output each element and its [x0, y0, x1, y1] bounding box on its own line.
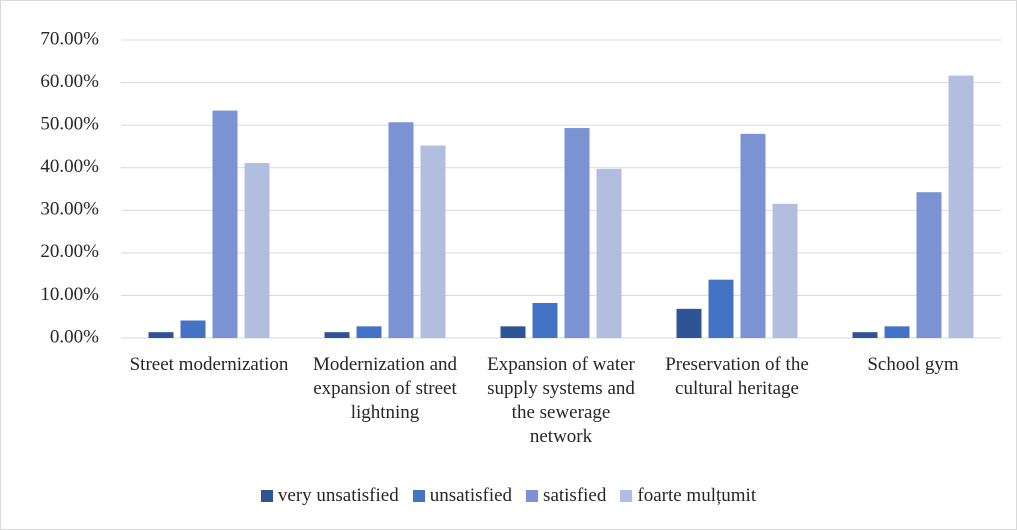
bar — [324, 332, 350, 338]
bar — [708, 279, 734, 338]
bar — [500, 326, 526, 338]
bar — [676, 308, 702, 338]
y-tick-label: 50.00% — [40, 114, 99, 135]
y-tick-label: 70.00% — [40, 28, 99, 49]
bar — [212, 110, 238, 338]
bar — [420, 145, 446, 338]
legend-swatch — [412, 490, 425, 502]
legend-swatch — [260, 490, 273, 502]
legend-label: foarte mulțumit — [637, 485, 757, 506]
bar — [916, 192, 942, 338]
x-tick-label: Modernization and expansion of street li… — [312, 354, 458, 423]
bar — [564, 128, 590, 338]
legend-swatch — [526, 490, 539, 502]
x-tick-label: Expansion of water supply systems and th… — [487, 354, 635, 447]
y-tick-label: 40.00% — [40, 156, 99, 177]
bar — [948, 75, 974, 338]
bar — [180, 320, 206, 338]
bar — [148, 332, 174, 338]
bar — [740, 133, 766, 338]
y-tick-label: 30.00% — [40, 199, 99, 220]
legend-swatch — [620, 490, 633, 502]
legend-label: unsatisfied — [429, 485, 513, 506]
legend-label: satisfied — [543, 485, 607, 506]
legend-label: very unsatisfied — [277, 485, 399, 506]
bar — [388, 122, 414, 338]
bar — [772, 203, 798, 338]
bar — [852, 332, 878, 338]
y-tick-label: 20.00% — [40, 241, 99, 262]
bar — [532, 303, 558, 338]
bar — [884, 326, 910, 338]
x-tick-label: Preservation of the cultural heritage — [665, 354, 809, 399]
legend-item: foarte mulțumit — [620, 485, 756, 507]
y-tick-label: 60.00% — [40, 71, 99, 92]
x-tick-label: Street modernization — [129, 354, 289, 375]
y-tick-label: 0.00% — [50, 326, 99, 347]
legend: very unsatisfied unsatisfied satisfied foar… — [1, 485, 1016, 507]
legend-item: unsatisfied — [412, 485, 513, 507]
legend-item: satisfied — [526, 485, 606, 507]
bar — [356, 326, 382, 338]
legend-item: very unsatisfied — [260, 485, 399, 507]
x-tick-label: School gym — [867, 354, 959, 375]
y-tick-label: 10.00% — [40, 284, 99, 305]
bar — [596, 168, 622, 338]
bar — [244, 163, 270, 338]
